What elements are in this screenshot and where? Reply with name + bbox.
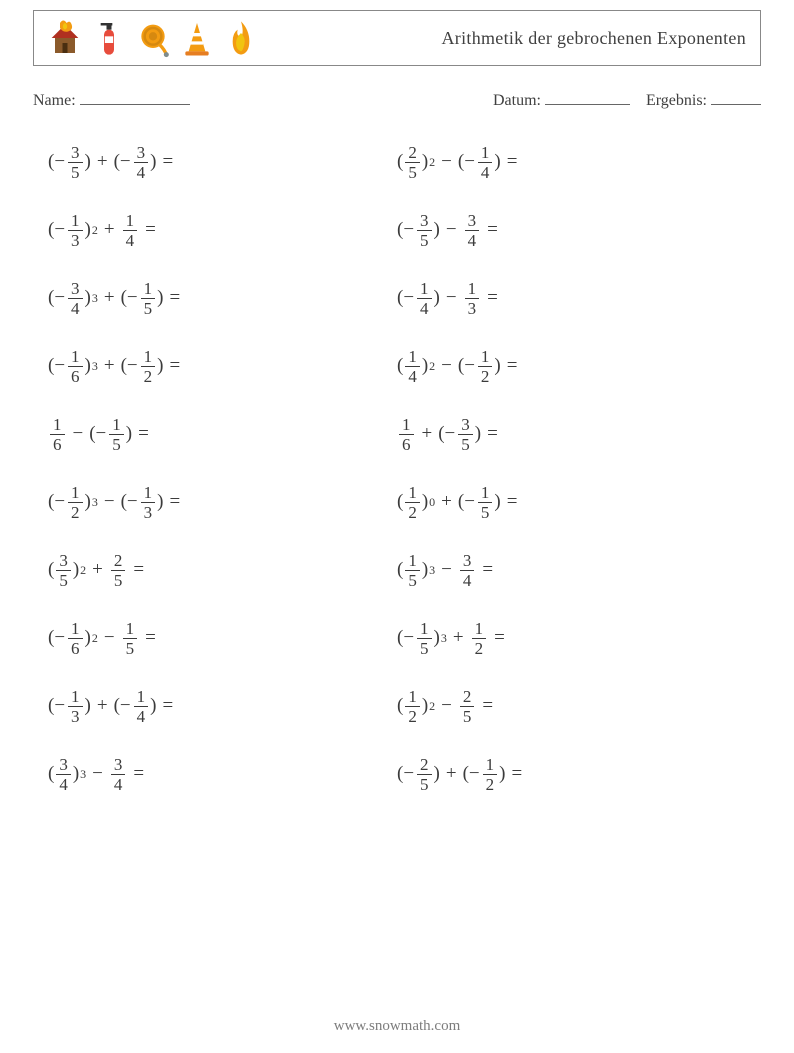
problem: (−16)3+(−12) = — [48, 332, 397, 400]
worksheet-page: Arithmetik der gebrochenen Exponenten Na… — [0, 0, 794, 1053]
result-label: Ergebnis: — [646, 92, 707, 109]
problem: (−35)−34 = — [397, 196, 746, 264]
right-fields: Datum: Ergebnis: — [493, 90, 761, 110]
problems-grid: (−35)+(−34) = (−13)2+14 = (−34)3+(−15) =… — [48, 128, 746, 808]
flame-icon — [224, 18, 258, 58]
problem: (−15)3+12 = — [397, 604, 746, 672]
extinguisher-icon — [92, 18, 126, 58]
problem: (−12)3−(−13) = — [48, 468, 397, 536]
problem: (−13)+(−14) = — [48, 672, 397, 740]
footer-url: www.snowmath.com — [0, 1018, 794, 1035]
column-left: (−35)+(−34) = (−13)2+14 = (−34)3+(−15) =… — [48, 128, 397, 808]
result-blank[interactable] — [711, 90, 761, 105]
cone-icon — [180, 18, 214, 58]
worksheet-title: Arithmetik der gebrochenen Exponenten — [442, 28, 747, 49]
problem: (−35)+(−34) = — [48, 128, 397, 196]
problem: 16−(−15) = — [48, 400, 397, 468]
meta-row: Name: Datum: Ergebnis: — [33, 90, 761, 110]
problem: (12)0+(−15) = — [397, 468, 746, 536]
icon-row — [48, 18, 258, 58]
name-blank[interactable] — [80, 90, 190, 105]
problem: (−14)−13 = — [397, 264, 746, 332]
problem: 16+(−35) = — [397, 400, 746, 468]
problem: (12)2−25 = — [397, 672, 746, 740]
problem: (−25)+(−12) = — [397, 740, 746, 808]
column-right: (25)2−(−14) = (−35)−34 = (−14)−13 = (14)… — [397, 128, 746, 808]
header: Arithmetik der gebrochenen Exponenten — [33, 10, 761, 66]
problem: (−13)2+14 = — [48, 196, 397, 264]
hose-icon — [136, 18, 170, 58]
date-blank[interactable] — [545, 90, 630, 105]
house-fire-icon — [48, 18, 82, 58]
problem: (−16)2−15 = — [48, 604, 397, 672]
problem: (14)2−(−12) = — [397, 332, 746, 400]
date-label: Datum: — [493, 92, 541, 109]
name-field: Name: — [33, 90, 190, 110]
problem: (15)3−34 = — [397, 536, 746, 604]
problem: (35)2+25 = — [48, 536, 397, 604]
problem: (34)3−34 = — [48, 740, 397, 808]
name-label: Name: — [33, 92, 76, 109]
problem: (25)2−(−14) = — [397, 128, 746, 196]
problem: (−34)3+(−15) = — [48, 264, 397, 332]
